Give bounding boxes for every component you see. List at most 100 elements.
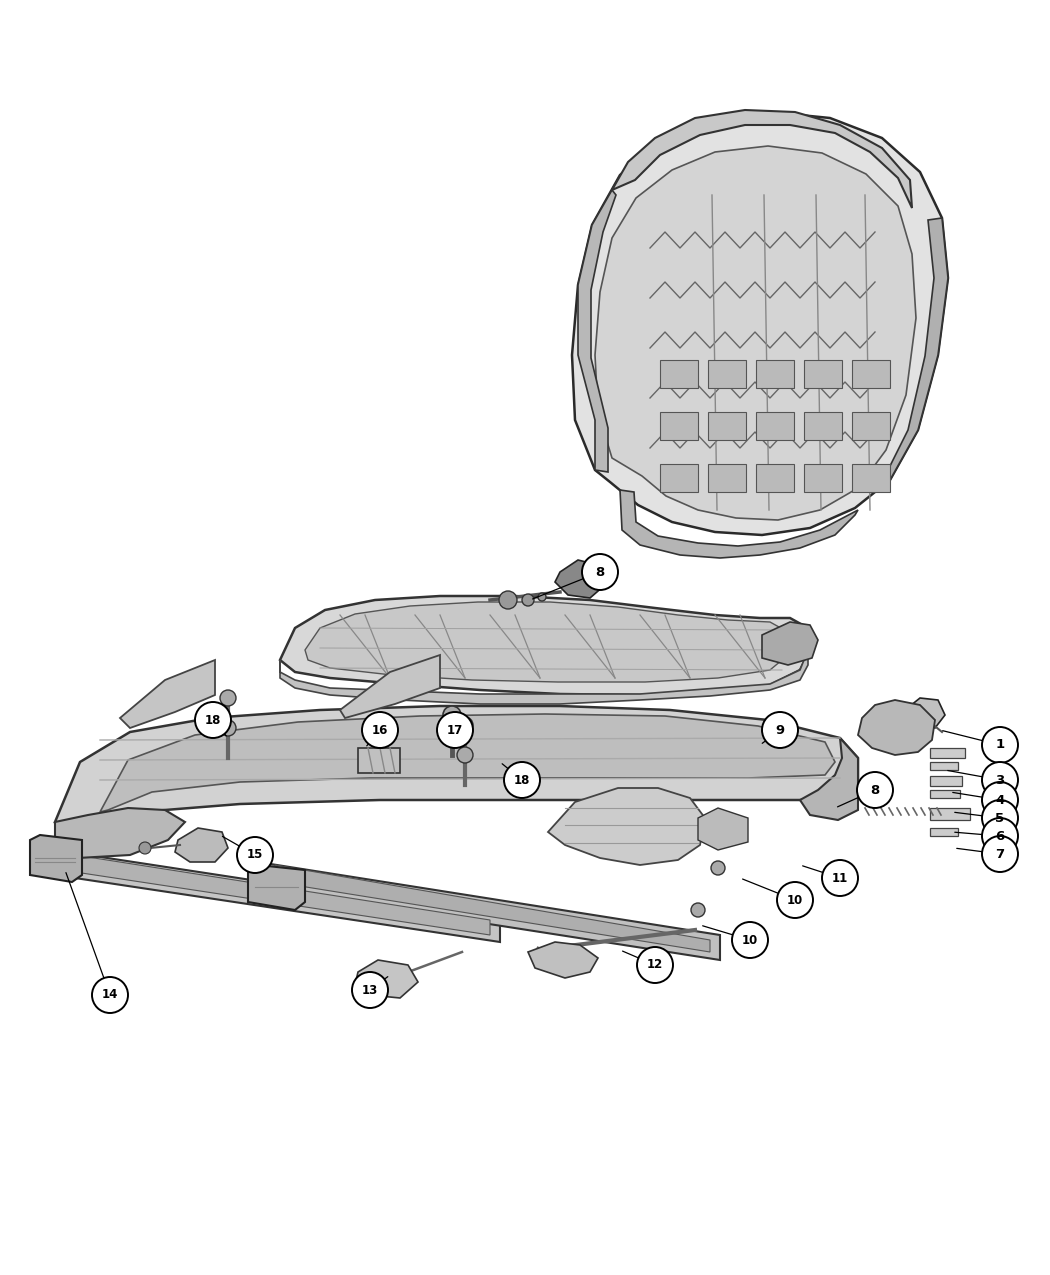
Circle shape: [437, 711, 472, 748]
Circle shape: [195, 703, 231, 738]
Polygon shape: [698, 808, 748, 850]
Bar: [930, 776, 962, 785]
Polygon shape: [100, 714, 835, 812]
Bar: [358, 748, 400, 773]
Circle shape: [982, 782, 1018, 819]
Text: 6: 6: [995, 830, 1005, 843]
Polygon shape: [30, 835, 82, 882]
Circle shape: [762, 711, 798, 748]
Circle shape: [982, 727, 1018, 762]
Text: 4: 4: [995, 793, 1005, 807]
Circle shape: [711, 861, 724, 875]
Polygon shape: [258, 862, 720, 960]
Text: 1: 1: [995, 738, 1005, 751]
Circle shape: [538, 593, 546, 601]
Text: 12: 12: [647, 959, 664, 972]
Polygon shape: [280, 595, 810, 695]
Polygon shape: [120, 660, 215, 728]
Bar: [660, 412, 698, 440]
Circle shape: [822, 861, 858, 896]
Bar: [804, 360, 842, 388]
Text: 8: 8: [595, 566, 605, 579]
Circle shape: [92, 977, 128, 1014]
Polygon shape: [528, 942, 598, 978]
Bar: [756, 464, 794, 492]
Bar: [756, 412, 794, 440]
Circle shape: [637, 947, 673, 983]
Text: 11: 11: [832, 872, 848, 885]
Bar: [804, 464, 842, 492]
Bar: [930, 808, 970, 820]
Polygon shape: [248, 864, 304, 910]
Bar: [708, 360, 746, 388]
Text: 7: 7: [995, 848, 1005, 861]
Polygon shape: [595, 147, 916, 520]
Circle shape: [982, 819, 1018, 854]
Circle shape: [982, 799, 1018, 836]
Polygon shape: [620, 490, 858, 558]
Polygon shape: [572, 112, 948, 536]
Text: 18: 18: [205, 714, 222, 727]
Circle shape: [237, 836, 273, 873]
Polygon shape: [548, 788, 705, 864]
Text: 16: 16: [372, 723, 388, 737]
Circle shape: [220, 720, 236, 736]
Polygon shape: [75, 856, 490, 935]
Bar: [930, 748, 965, 759]
Circle shape: [139, 842, 151, 854]
Polygon shape: [55, 808, 185, 858]
Text: 8: 8: [870, 784, 880, 797]
Circle shape: [982, 836, 1018, 872]
Bar: [852, 412, 890, 440]
Circle shape: [457, 747, 472, 762]
Circle shape: [691, 903, 705, 917]
Bar: [660, 360, 698, 388]
Circle shape: [362, 711, 398, 748]
Circle shape: [522, 594, 534, 606]
Text: 10: 10: [786, 894, 803, 907]
Polygon shape: [858, 700, 934, 755]
Polygon shape: [555, 560, 605, 598]
Circle shape: [777, 882, 813, 918]
Polygon shape: [280, 650, 808, 704]
Polygon shape: [762, 622, 818, 666]
Circle shape: [220, 690, 236, 706]
Polygon shape: [612, 110, 912, 208]
Polygon shape: [905, 697, 945, 728]
Bar: [708, 412, 746, 440]
Bar: [930, 790, 960, 798]
Text: 14: 14: [102, 988, 119, 1001]
Text: 3: 3: [995, 774, 1005, 787]
Circle shape: [457, 717, 472, 733]
Polygon shape: [275, 864, 710, 952]
Bar: [930, 762, 958, 770]
Circle shape: [499, 592, 517, 609]
Polygon shape: [882, 218, 948, 482]
Circle shape: [857, 771, 892, 808]
Polygon shape: [55, 706, 858, 825]
Text: 15: 15: [247, 848, 264, 862]
Polygon shape: [340, 655, 440, 718]
Text: 17: 17: [447, 723, 463, 737]
Polygon shape: [55, 850, 500, 942]
Bar: [708, 464, 746, 492]
Circle shape: [982, 762, 1018, 798]
Circle shape: [443, 706, 461, 724]
Bar: [852, 360, 890, 388]
Text: 10: 10: [742, 933, 758, 946]
Polygon shape: [355, 960, 418, 998]
Circle shape: [352, 972, 388, 1009]
Circle shape: [504, 762, 540, 798]
Polygon shape: [175, 827, 228, 862]
Text: 18: 18: [513, 774, 530, 787]
Bar: [804, 412, 842, 440]
Text: 9: 9: [776, 723, 784, 737]
Bar: [930, 827, 958, 836]
Circle shape: [732, 922, 768, 958]
Bar: [756, 360, 794, 388]
Text: 13: 13: [362, 983, 378, 997]
Circle shape: [582, 555, 618, 590]
Polygon shape: [800, 738, 858, 820]
Bar: [660, 464, 698, 492]
Text: 5: 5: [995, 811, 1005, 825]
